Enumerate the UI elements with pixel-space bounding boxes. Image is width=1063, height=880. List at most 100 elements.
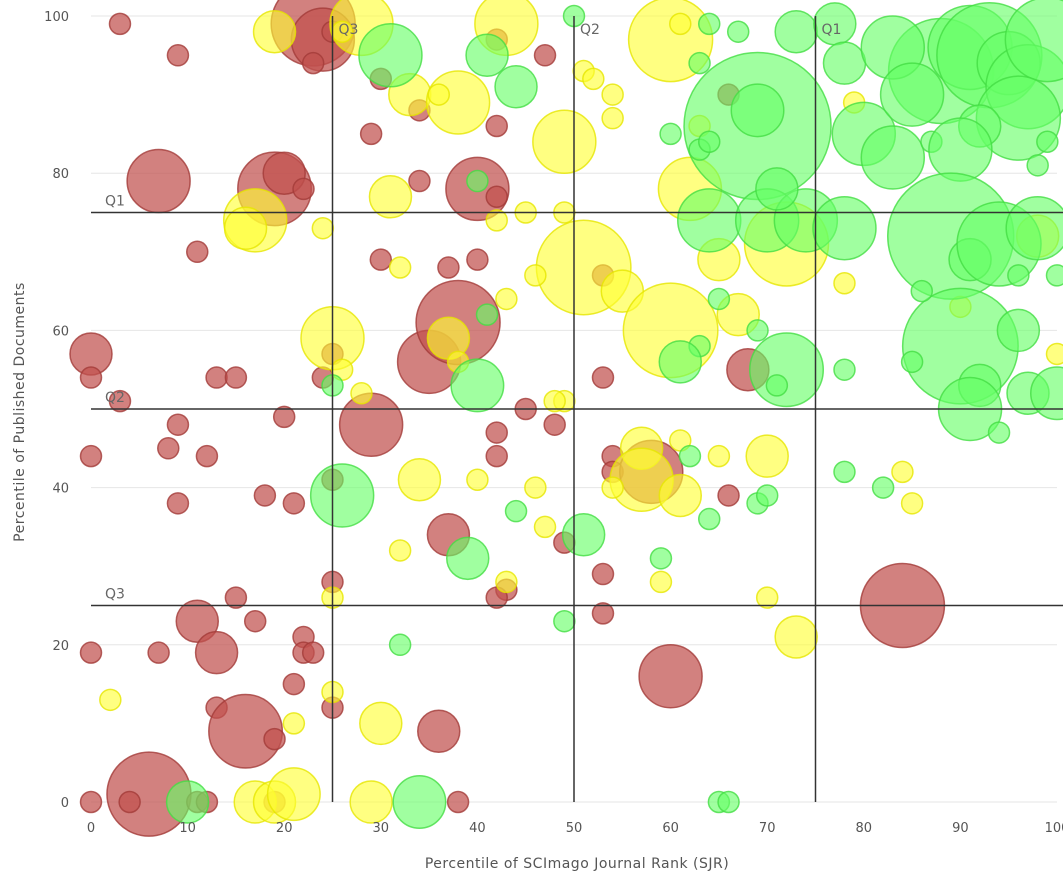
yellow-bubble-45	[466, 468, 489, 491]
bubble-layer	[69, 0, 1063, 837]
yellow-bubble-58	[99, 688, 122, 712]
yellow-bubble-44	[397, 457, 442, 502]
red-bubble-11	[485, 114, 508, 138]
red-bubble-37	[272, 405, 296, 429]
x-tick-label-100: 100	[1045, 821, 1063, 836]
x-tick-label-50: 50	[566, 821, 583, 836]
red-bubble-61	[591, 602, 615, 625]
yellow-bubble-12	[669, 12, 692, 36]
green-bubble-75	[1036, 130, 1059, 154]
y-tick-label-40: 40	[52, 482, 69, 497]
green-bubble-18	[812, 195, 877, 261]
green-bubble-1	[465, 33, 509, 78]
red-bubble-63	[243, 609, 267, 633]
red-bubble-26	[79, 366, 103, 389]
red-bubble-84	[446, 790, 470, 814]
green-bubble-19	[755, 167, 799, 211]
green-bubble-54	[309, 463, 375, 528]
horizontal-ref-label-Q2: Q2	[105, 390, 125, 406]
x-tick-label-70: 70	[759, 821, 776, 836]
green-bubble-47	[658, 340, 703, 384]
yellow-bubble-47	[601, 476, 624, 499]
green-bubble-66	[553, 609, 576, 633]
green-bubble-9	[774, 9, 818, 54]
red-bubble-19	[186, 240, 209, 264]
green-bubble-11	[659, 122, 682, 146]
green-bubble-43	[987, 421, 1011, 444]
red-bubble-18	[485, 185, 508, 209]
vertical-ref-label-Q3: Q3	[339, 22, 359, 38]
yellow-bubble-59	[282, 712, 306, 735]
yellow-bubble-28	[524, 264, 547, 287]
green-bubble-57	[678, 444, 702, 468]
green-bubble-52	[475, 303, 499, 326]
yellow-bubble-64	[266, 767, 321, 822]
red-bubble-51	[253, 484, 277, 507]
yellow-bubble-23	[388, 256, 412, 279]
yellow-bubble-65	[349, 780, 393, 824]
green-bubble-67	[165, 780, 210, 824]
yellow-bubble-8	[582, 67, 605, 91]
green-bubble-48	[746, 319, 769, 342]
green-bubble-61	[871, 476, 895, 499]
yellow-bubble-9	[601, 83, 624, 106]
yellow-bubble-17	[223, 206, 268, 250]
red-bubble-4	[301, 51, 325, 75]
yellow-bubble-68	[833, 271, 856, 295]
yellow-bubble-56	[900, 492, 924, 515]
green-bubble-6	[688, 51, 711, 75]
green-bubble-74	[1026, 154, 1049, 177]
red-bubble-28	[224, 366, 248, 389]
horizontal-ref-label-Q3: Q3	[105, 587, 125, 603]
red-bubble-77	[417, 709, 461, 754]
red-bubble-15	[292, 177, 315, 201]
x-tick-label-40: 40	[469, 821, 486, 836]
x-tick-label-90: 90	[952, 821, 969, 836]
green-bubble-35	[1005, 195, 1063, 261]
vertical-ref-label-Q1: Q1	[822, 22, 842, 38]
green-bubble-62	[649, 547, 673, 570]
red-bubble-44	[485, 421, 508, 444]
y-tick-label-80: 80	[52, 167, 69, 182]
green-bubble-70	[717, 790, 740, 814]
green-bubble-59	[755, 484, 779, 507]
green-bubble-45	[765, 374, 789, 397]
red-bubble-60	[224, 586, 248, 609]
red-bubble-50	[166, 492, 190, 515]
red-bubble-22	[466, 248, 489, 271]
yellow-bubble-66	[1045, 342, 1063, 366]
red-bubble-76	[263, 727, 286, 751]
red-bubble-21	[437, 256, 460, 279]
red-bubble-62	[175, 599, 220, 643]
horizontal-ref-label-Q1: Q1	[105, 194, 125, 210]
yellow-bubble-38	[543, 389, 566, 413]
yellow-bubble-42	[745, 434, 789, 478]
yellow-bubble-18	[311, 216, 335, 240]
yellow-bubble-22	[485, 209, 508, 232]
red-bubble-45	[485, 444, 508, 468]
vertical-ref-label-Q2: Q2	[580, 22, 600, 38]
green-bubble-4	[697, 12, 721, 36]
red-bubble-69	[147, 641, 170, 664]
red-bubble-71	[638, 643, 703, 709]
green-bubble-56	[445, 536, 490, 581]
green-bubble-73	[879, 62, 945, 127]
x-axis-title: Percentile of SCImago Journal Rank (SJR)	[425, 856, 729, 872]
x-tick-label-80: 80	[856, 821, 873, 836]
green-bubble-50	[833, 358, 856, 381]
red-bubble-35	[108, 389, 132, 413]
red-bubble-52	[282, 492, 306, 515]
red-bubble-79	[79, 790, 103, 814]
green-bubble-5	[726, 20, 750, 43]
red-bubble-49	[717, 484, 740, 507]
reference-lines-layer: Q3 Q2 Q1 Q1 Q2 Q3	[91, 16, 1063, 802]
green-bubble-65	[388, 633, 412, 657]
yellow-bubble-36	[350, 382, 373, 405]
y-tick-label-20: 20	[52, 639, 69, 654]
green-bubble-76	[910, 279, 934, 303]
red-bubble-43	[79, 444, 103, 468]
green-bubble-14	[466, 169, 489, 193]
x-tick-label-10: 10	[179, 821, 196, 836]
red-bubble-70	[282, 672, 306, 696]
